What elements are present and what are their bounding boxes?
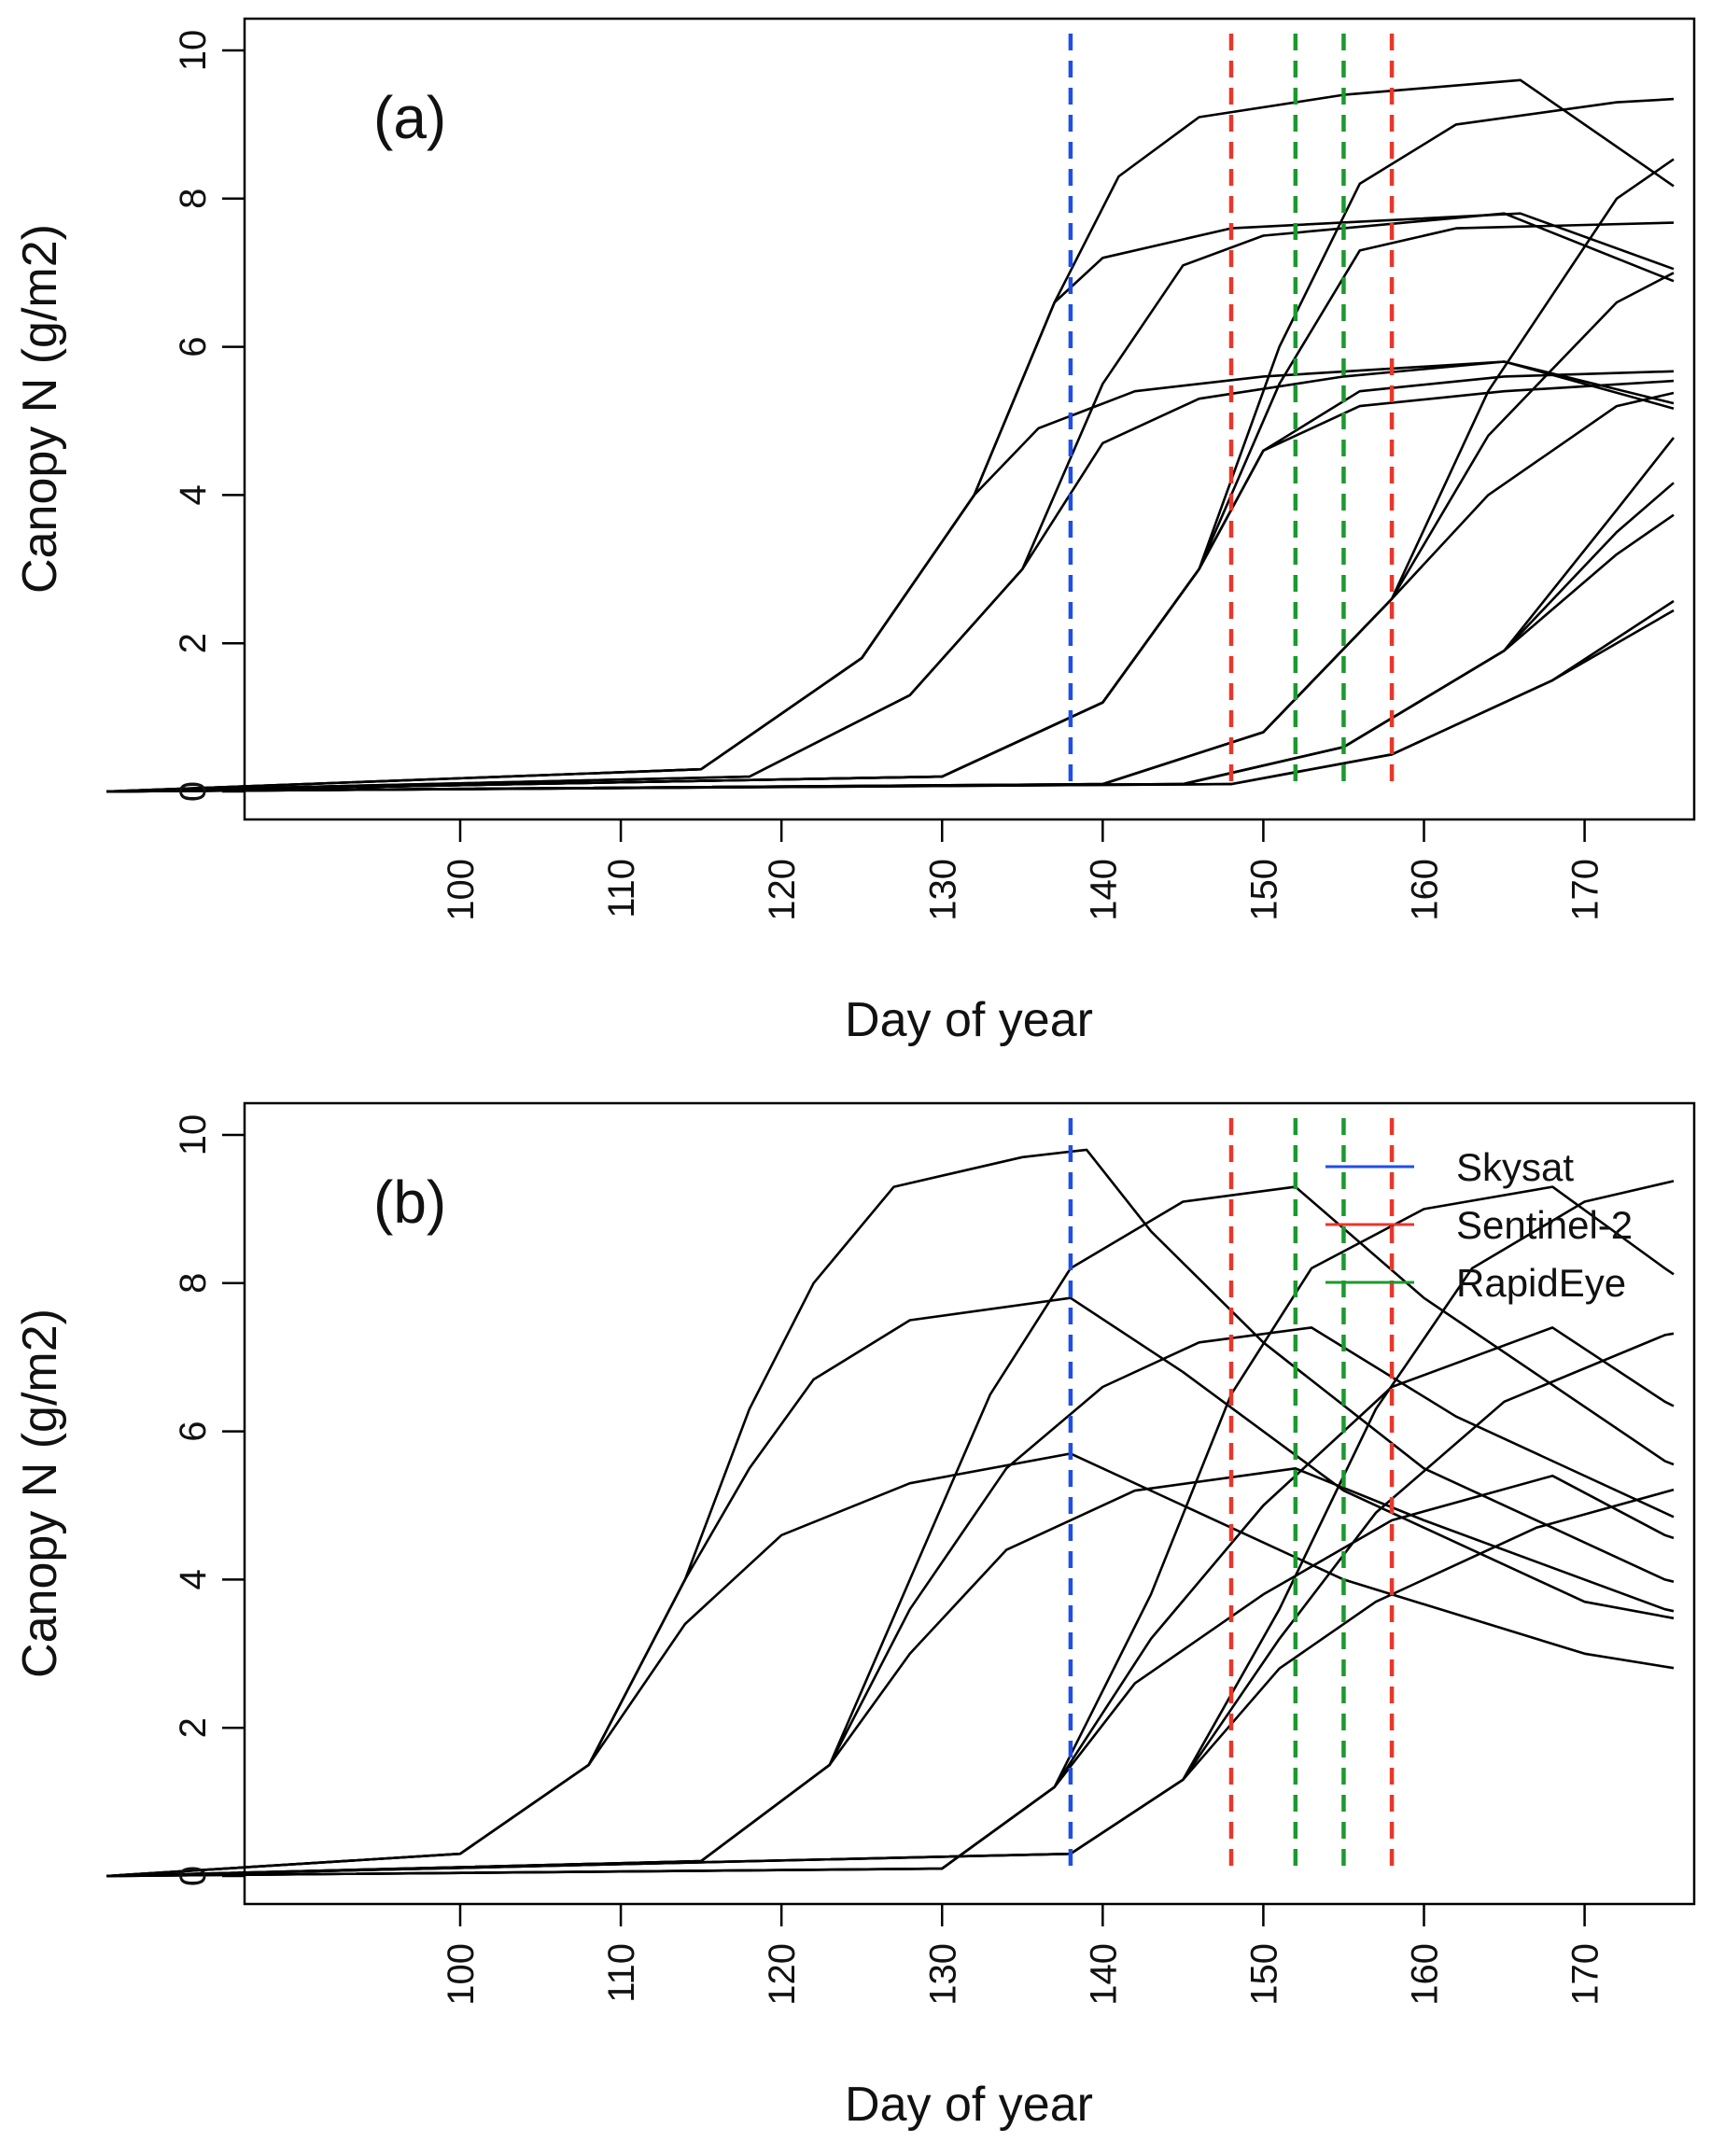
panel-b-x-axis-title: Day of year bbox=[845, 2078, 1093, 2132]
x-tick-label-140: 140 bbox=[1083, 1943, 1124, 2006]
panel-b: 100110120130140150160170180190200210220 … bbox=[13, 1101, 1696, 2132]
y-tick-label-8: 8 bbox=[173, 189, 214, 209]
panel-a-curve-15 bbox=[106, 513, 1675, 793]
panel-b-curves bbox=[106, 1148, 1675, 1878]
panel-a-y-axis: 0 2 4 6 8 10 bbox=[173, 30, 245, 802]
x-tick-label-120: 120 bbox=[762, 859, 803, 921]
panel-a-acquisition-lines bbox=[1068, 34, 1395, 791]
panel-b-acquisition-lines bbox=[1068, 1118, 1395, 1876]
legend-label-skysat: Skysat bbox=[1456, 1145, 1574, 1189]
panel-a-curve-14 bbox=[106, 482, 1675, 793]
y-tick-label-4: 4 bbox=[173, 1569, 214, 1589]
panel-a-curve-13 bbox=[106, 437, 1676, 793]
x-tick-label-100: 100 bbox=[441, 1943, 482, 2006]
panel-b-y-axis-title: Canopy N (g/m2) bbox=[13, 1309, 67, 1678]
x-tick-label-110: 110 bbox=[601, 1943, 642, 2003]
y-tick-label-0: 0 bbox=[173, 1866, 214, 1886]
panel-b-curve-10 bbox=[106, 1180, 1675, 1878]
x-tick-label-130: 130 bbox=[922, 859, 963, 921]
panel-b-curve-7 bbox=[106, 1185, 1675, 1878]
panel-a-curve-17 bbox=[106, 609, 1675, 793]
y-tick-label-2: 2 bbox=[173, 633, 214, 653]
panel-b-curve-6 bbox=[106, 1467, 1675, 1878]
y-tick-label-6: 6 bbox=[173, 1421, 214, 1441]
x-tick-label-130: 130 bbox=[922, 1943, 963, 2006]
x-tick-label-160: 160 bbox=[1405, 1943, 1446, 2006]
panel-a-x-axis-title: Day of year bbox=[845, 993, 1093, 1047]
panel-b-curve-3 bbox=[106, 1452, 1675, 1878]
panel-b-y-axis: 0 2 4 6 8 10 bbox=[173, 1114, 245, 1886]
y-tick-label-10: 10 bbox=[173, 1114, 214, 1156]
x-tick-label-160: 160 bbox=[1405, 859, 1446, 921]
panel-b-x-axis: 100110120130140150160170180190200210220 bbox=[441, 1904, 1606, 2006]
panel-b-curve-2 bbox=[106, 1296, 1675, 1878]
y-tick-label-8: 8 bbox=[173, 1273, 214, 1294]
y-tick-label-2: 2 bbox=[173, 1717, 214, 1738]
x-tick-label-170: 170 bbox=[1565, 859, 1606, 921]
panel-a-plot-frame bbox=[243, 17, 1696, 821]
panel-b-curve-8 bbox=[106, 1326, 1675, 1878]
legend: Skysat Sentinel-2 RapidEye bbox=[1325, 1145, 1633, 1305]
panel-a-y-axis-title: Canopy N (g/m2) bbox=[13, 224, 67, 594]
panel-a-curve-1 bbox=[106, 78, 1675, 793]
x-tick-label-150: 150 bbox=[1243, 1943, 1284, 2006]
panel-a-x-axis: 100110120130140150160170180190200210220 bbox=[441, 819, 1606, 921]
panel-b-label: (b) bbox=[373, 1169, 446, 1236]
panel-b-plot-frame bbox=[243, 1101, 1696, 1906]
panel-b-curve-5 bbox=[106, 1326, 1675, 1878]
legend-label-sentinel-2: Sentinel-2 bbox=[1456, 1203, 1633, 1247]
panel-a: 100110120130140150160170180190200210220 … bbox=[13, 17, 1696, 1047]
y-tick-label-4: 4 bbox=[173, 484, 214, 505]
x-tick-label-120: 120 bbox=[762, 1943, 803, 2006]
panel-a-curve-11 bbox=[106, 272, 1675, 793]
panel-b-curve-9 bbox=[106, 1474, 1675, 1878]
panel-b-curve-1 bbox=[106, 1148, 1675, 1878]
x-tick-label-140: 140 bbox=[1083, 859, 1124, 921]
panel-a-curve-5 bbox=[106, 360, 1675, 793]
panel-a-curve-10 bbox=[106, 158, 1675, 793]
x-tick-label-100: 100 bbox=[441, 859, 482, 921]
x-tick-label-150: 150 bbox=[1243, 859, 1284, 921]
y-tick-label-6: 6 bbox=[173, 336, 214, 357]
panel-a-curve-8 bbox=[106, 370, 1675, 793]
legend-label-rapideye: RapidEye bbox=[1456, 1261, 1626, 1305]
y-tick-label-0: 0 bbox=[173, 781, 214, 802]
y-tick-label-10: 10 bbox=[173, 30, 214, 72]
panel-a-curves bbox=[106, 78, 1676, 793]
x-tick-label-110: 110 bbox=[601, 859, 642, 918]
panel-b-curve-11 bbox=[106, 1332, 1675, 1878]
panel-a-curve-9 bbox=[106, 379, 1675, 793]
panel-a-label: (a) bbox=[373, 84, 446, 151]
x-tick-label-170: 170 bbox=[1565, 1943, 1606, 2006]
panel-a-curve-7 bbox=[106, 97, 1675, 793]
panel-a-curve-16 bbox=[106, 599, 1675, 793]
panel-a-curve-3 bbox=[106, 360, 1675, 793]
panel-b-curve-4 bbox=[106, 1185, 1675, 1878]
